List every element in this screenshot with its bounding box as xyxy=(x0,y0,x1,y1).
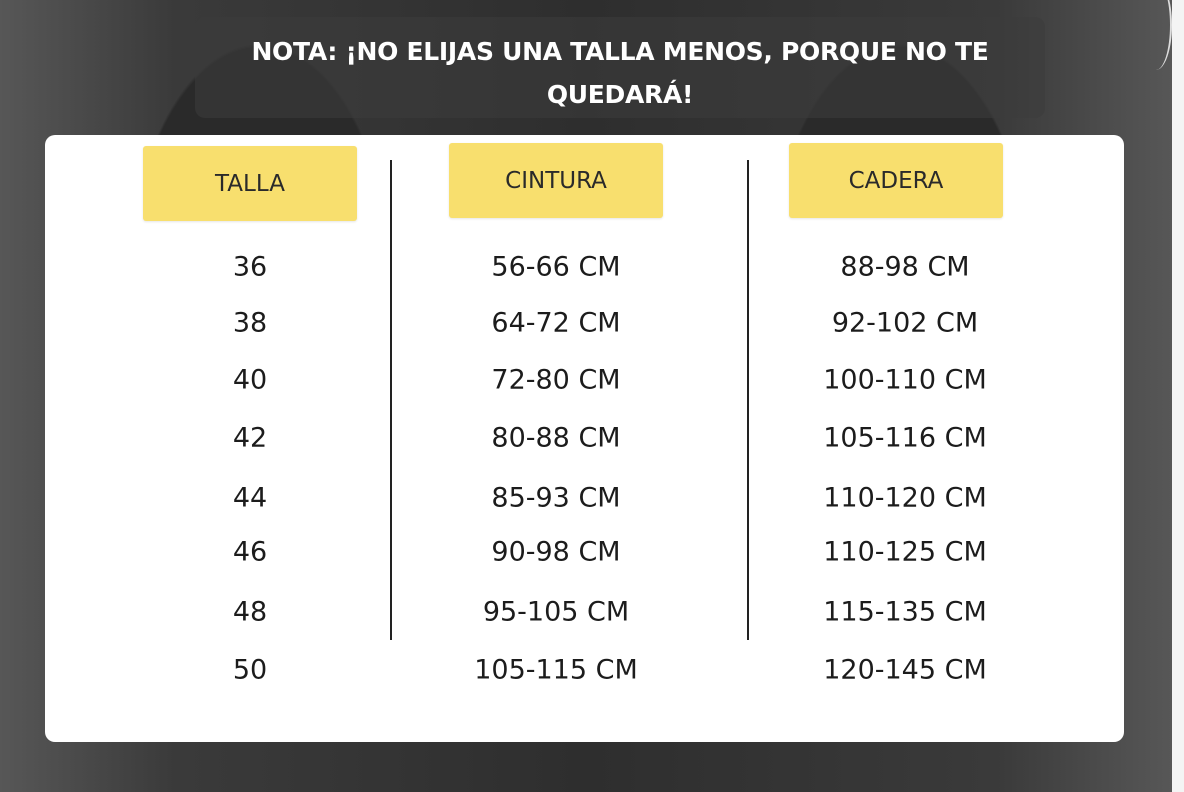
cell-talla: 44 xyxy=(232,482,268,514)
cell-cadera: 105-116 CM xyxy=(823,422,987,454)
cell-cadera: 100-110 CM xyxy=(823,364,987,396)
carousel-arc xyxy=(1140,0,1172,70)
cell-talla: 42 xyxy=(232,422,268,454)
cell-talla: 36 xyxy=(232,251,268,283)
header-talla: TALLA xyxy=(143,146,357,221)
cell-cadera: 115-135 CM xyxy=(823,596,987,628)
column-divider xyxy=(390,160,392,640)
cell-cintura: 85-93 CM xyxy=(491,482,621,514)
cell-cintura: 105-115 CM xyxy=(474,654,638,686)
cell-cadera: 120-145 CM xyxy=(823,654,987,686)
cell-talla: 48 xyxy=(232,596,268,628)
cell-cadera: 110-125 CM xyxy=(823,536,987,568)
cell-talla: 38 xyxy=(232,307,268,339)
page-edge xyxy=(1172,0,1184,792)
cell-cadera: 92-102 CM xyxy=(831,307,979,339)
cell-cintura: 90-98 CM xyxy=(491,536,621,568)
cell-talla: 50 xyxy=(232,654,268,686)
cell-cintura: 95-105 CM xyxy=(482,596,630,628)
header-cadera: CADERA xyxy=(789,143,1003,218)
cell-cintura: 64-72 CM xyxy=(491,307,621,339)
header-cintura: CINTURA xyxy=(449,143,663,218)
cell-cintura: 72-80 CM xyxy=(491,364,621,396)
cell-talla: 46 xyxy=(232,536,268,568)
cell-cintura: 56-66 CM xyxy=(491,251,621,283)
column-divider xyxy=(747,160,749,640)
cell-cadera: 88-98 CM xyxy=(840,251,970,283)
cell-cadera: 110-120 CM xyxy=(823,482,987,514)
size-note-banner: NOTA: ¡NO ELIJAS UNA TALLA MENOS, PORQUE… xyxy=(195,17,1045,118)
cell-cintura: 80-88 CM xyxy=(491,422,621,454)
cell-talla: 40 xyxy=(232,364,268,396)
size-table-card: TALLA CINTURA CADERA 36 56-66 CM 88-98 CM 3… xyxy=(45,135,1124,742)
